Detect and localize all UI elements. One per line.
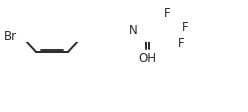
Text: F: F <box>178 37 185 50</box>
Text: N: N <box>129 24 138 37</box>
Text: OH: OH <box>139 51 157 64</box>
Text: F: F <box>164 7 171 20</box>
Text: Br: Br <box>4 29 17 42</box>
Text: F: F <box>182 21 189 34</box>
